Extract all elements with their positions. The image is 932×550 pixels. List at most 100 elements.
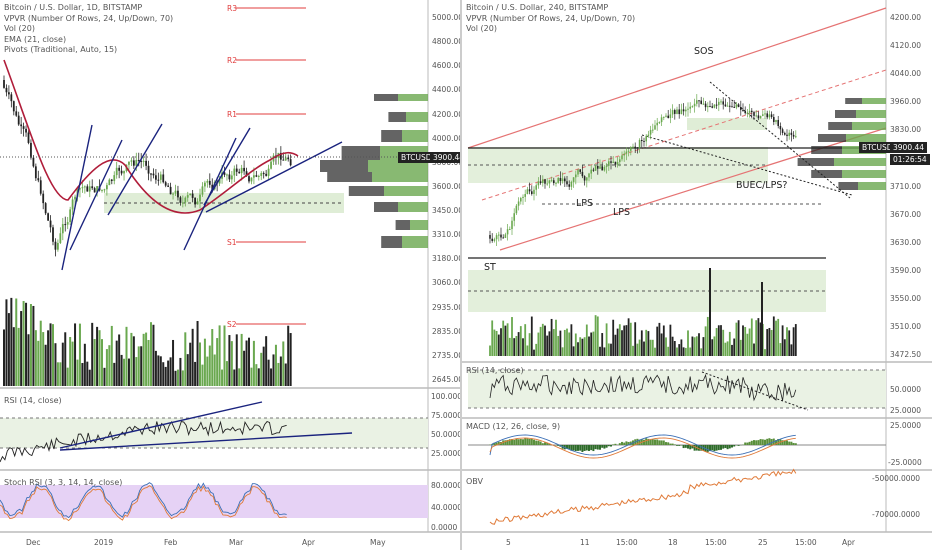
candle-body bbox=[517, 201, 520, 206]
daily-chart-canvas[interactable] bbox=[0, 0, 460, 550]
volume-bar bbox=[607, 343, 610, 356]
macd-histogram-bar bbox=[649, 439, 652, 445]
volume-bar bbox=[517, 332, 520, 356]
volume-bar bbox=[83, 343, 86, 386]
candle-body bbox=[689, 106, 691, 109]
macd-histogram-bar bbox=[755, 440, 758, 445]
chart-pane-4h[interactable]: Bitcoin / U.S. Dollar, 240, BITSTAMP VPV… bbox=[462, 0, 932, 550]
candle-body bbox=[279, 152, 282, 160]
candle-body bbox=[184, 197, 187, 203]
macd-histogram-bar bbox=[722, 445, 725, 449]
candle-body bbox=[570, 181, 573, 187]
macd-histogram-bar bbox=[761, 439, 764, 445]
vpvr-up-bar bbox=[862, 98, 886, 104]
macd-histogram-bar bbox=[651, 439, 654, 445]
macd-histogram-bar bbox=[737, 445, 740, 446]
candle-body bbox=[228, 174, 231, 180]
candle-body bbox=[577, 169, 579, 175]
candle-body bbox=[177, 190, 179, 198]
volume-bar bbox=[103, 367, 106, 386]
candle-body bbox=[83, 186, 86, 188]
time-label-mar: Mar bbox=[229, 538, 244, 547]
candle-body bbox=[682, 109, 685, 112]
volume-bar bbox=[159, 356, 162, 386]
candle-body bbox=[792, 134, 795, 137]
4h-bar-countdown: 01:26:54 bbox=[890, 154, 930, 165]
time-label-1500-b: 15:00 bbox=[705, 538, 727, 547]
candle-body bbox=[289, 159, 292, 166]
candle-body bbox=[610, 161, 612, 163]
macd-histogram-bar bbox=[612, 444, 615, 445]
pane-divider[interactable] bbox=[460, 0, 462, 550]
candle-body bbox=[54, 241, 57, 250]
candle-body bbox=[110, 179, 113, 181]
volume-bar bbox=[130, 332, 133, 386]
candle-body bbox=[284, 157, 287, 161]
macd-histogram-bar bbox=[596, 445, 599, 450]
candle-body bbox=[96, 186, 98, 193]
volume-bar bbox=[76, 359, 79, 386]
candle-body bbox=[555, 182, 557, 184]
volume-bar bbox=[676, 347, 678, 356]
macd-histogram-bar bbox=[676, 445, 678, 446]
macd-histogram-bar bbox=[654, 439, 656, 445]
macd-histogram-bar bbox=[504, 440, 507, 445]
candle-body bbox=[762, 114, 764, 116]
candle-body bbox=[152, 173, 155, 176]
volume-bar bbox=[711, 339, 714, 356]
volume-bar bbox=[22, 301, 25, 386]
candle-body bbox=[740, 107, 742, 110]
volume-bar bbox=[794, 324, 797, 356]
macd-histogram-bar bbox=[645, 438, 648, 445]
macd-histogram-bar bbox=[728, 445, 731, 449]
volume-bar bbox=[649, 339, 652, 356]
volume-bar bbox=[687, 330, 689, 356]
volume-bar bbox=[260, 352, 263, 386]
volume-bar bbox=[645, 329, 648, 356]
volume-bar bbox=[684, 347, 687, 356]
macd-histogram-bar bbox=[511, 439, 513, 445]
price-axis-label: 4040.00 bbox=[890, 69, 922, 79]
candle-body bbox=[773, 117, 775, 122]
volume-bar bbox=[52, 324, 54, 386]
volume-bar bbox=[533, 349, 535, 356]
volume-bar bbox=[194, 361, 197, 386]
candle-body bbox=[557, 178, 559, 183]
volume-bar bbox=[610, 343, 612, 356]
legend-volume: Vol (20) bbox=[4, 24, 35, 33]
price-axis-label: 3630.00 bbox=[890, 237, 922, 247]
price-axis-label: 4600.00 bbox=[432, 61, 460, 71]
volume-spike bbox=[761, 282, 763, 356]
price-axis-label: 3310.00 bbox=[432, 230, 460, 240]
volume-bar bbox=[504, 325, 507, 356]
candle-body bbox=[638, 140, 641, 148]
candle-body bbox=[103, 189, 106, 191]
macd-histogram-bar bbox=[775, 440, 777, 445]
volume-bar bbox=[596, 316, 599, 356]
price-axis-label: 3550.00 bbox=[890, 293, 922, 303]
candle-body bbox=[253, 175, 255, 178]
candle-body bbox=[594, 165, 597, 171]
candle-body bbox=[201, 186, 204, 195]
macd-histogram-bar bbox=[508, 439, 511, 445]
volume-bar bbox=[548, 331, 551, 356]
candle-body bbox=[262, 173, 265, 175]
macd-histogram-bar bbox=[706, 445, 709, 452]
candle-body bbox=[764, 113, 766, 115]
macd-histogram-bar bbox=[535, 440, 538, 445]
volume-bar bbox=[654, 347, 656, 356]
4h-chart-canvas[interactable] bbox=[462, 0, 932, 550]
volume-bar bbox=[577, 342, 579, 356]
macd-histogram-bar bbox=[583, 445, 586, 451]
volume-bar bbox=[583, 337, 586, 356]
macd-histogram-bar bbox=[713, 445, 716, 452]
candle-body bbox=[495, 235, 498, 240]
candle-body bbox=[150, 173, 152, 175]
daily-stoch-axis-40: 40.0000 bbox=[431, 503, 460, 512]
volume-bar bbox=[189, 342, 192, 386]
volume-bar bbox=[167, 360, 170, 386]
volume-bar bbox=[108, 345, 111, 386]
volume-bar bbox=[612, 319, 615, 356]
chart-pane-daily[interactable]: Bitcoin / U.S. Dollar, 1D, BITSTAMP VPVR… bbox=[0, 0, 460, 550]
volume-bar bbox=[616, 328, 619, 356]
